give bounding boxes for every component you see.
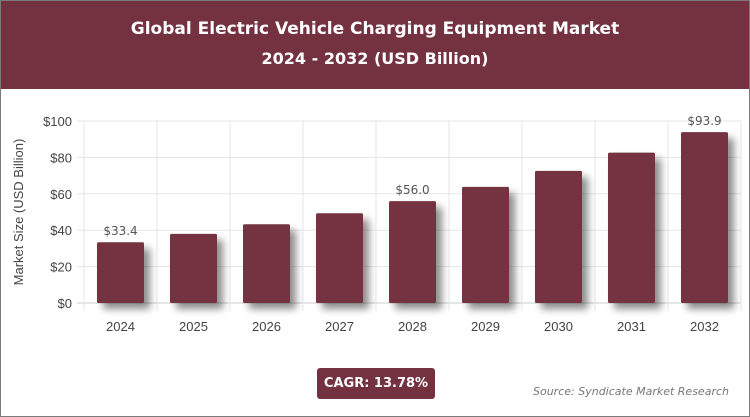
- chart-subtitle: 2024 - 2032 (USD Billion): [261, 49, 489, 68]
- data-label: $93.9: [687, 114, 721, 128]
- x-tick-label: 2031: [617, 319, 646, 334]
- y-tick-label: $0: [58, 296, 72, 311]
- x-tick-label: 2026: [252, 319, 281, 334]
- bar-2026: [243, 224, 290, 303]
- x-tick-label: 2029: [471, 319, 500, 334]
- bar-2027: [316, 213, 363, 303]
- x-tick-label: 2024: [106, 319, 135, 334]
- bar-2024: [97, 242, 144, 303]
- chart-title: Global Electric Vehicle Charging Equipme…: [130, 19, 620, 39]
- y-tick-label: $100: [43, 114, 72, 129]
- y-tick-label: $20: [50, 260, 72, 275]
- x-tick-label: 2027: [325, 319, 354, 334]
- bar-2032: [681, 132, 728, 303]
- data-label: $33.4: [103, 224, 137, 238]
- y-tick-label: $80: [50, 150, 72, 165]
- source-note: Source: Syndicate Market Research: [533, 385, 729, 398]
- y-tick-label: $60: [50, 187, 72, 202]
- x-tick-label: 2028: [398, 319, 427, 334]
- chart-header: Global Electric Vehicle Charging Equipme…: [1, 1, 749, 89]
- bar-2025: [170, 233, 217, 303]
- x-tick-label: 2032: [690, 319, 719, 334]
- x-tick-label: 2030: [544, 319, 573, 334]
- bar-2030: [535, 170, 582, 303]
- bar-2029: [462, 186, 509, 303]
- x-tick-label: 2025: [179, 319, 208, 334]
- bar-2031: [608, 152, 655, 303]
- data-label: $56.0: [395, 183, 429, 197]
- y-tick-label: $40: [50, 223, 72, 238]
- bar-2028: [389, 201, 436, 303]
- y-axis-label: Market Size (USD Billion): [11, 139, 26, 286]
- cagr-badge: CAGR: 13.78%: [317, 368, 435, 399]
